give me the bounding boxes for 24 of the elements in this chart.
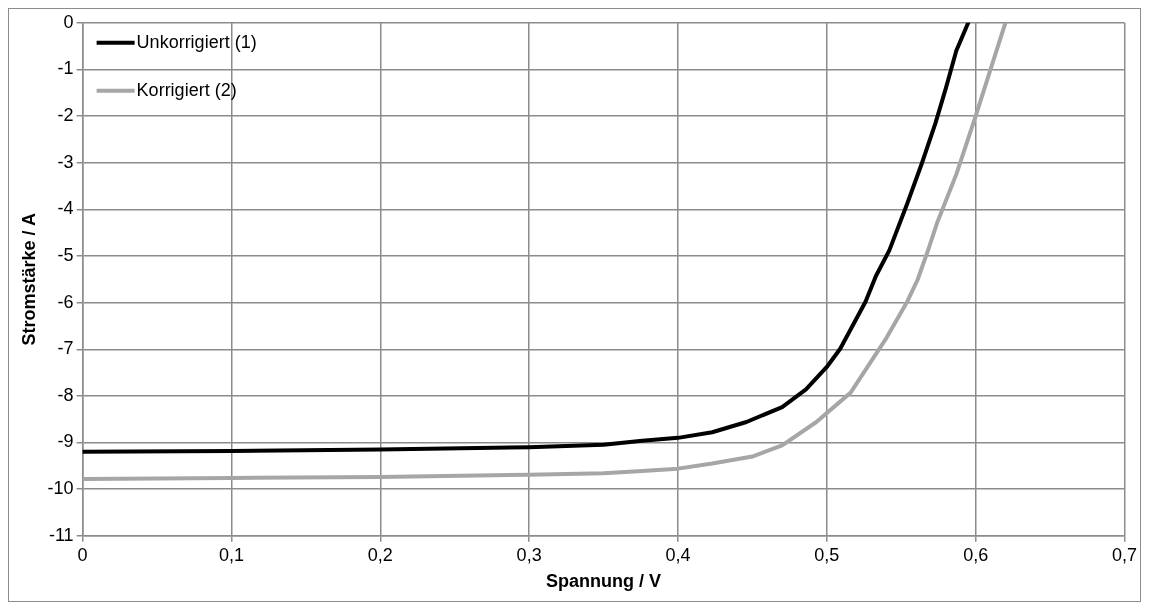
x-tick-label: 0,2	[367, 544, 393, 565]
legend-label: Unkorrigiert (1)	[136, 31, 257, 52]
y-tick-label: -5	[57, 244, 74, 265]
y-tick-label: -8	[57, 384, 74, 405]
y-tick-label: -11	[48, 524, 74, 545]
y-tick-label: -4	[57, 198, 74, 219]
x-axis-title: Spannung / V	[546, 571, 662, 592]
y-tick-label: -10	[47, 478, 74, 499]
y-tick-label: -2	[57, 105, 74, 126]
y-tick-label: -3	[57, 151, 74, 172]
x-tick-label: 0,7	[1111, 544, 1137, 565]
x-tick-label: 0	[77, 544, 88, 565]
x-tick-label: 0,1	[218, 544, 244, 565]
x-tick-label: 0,5	[814, 544, 840, 565]
legend-label: Korrigiert (2)	[136, 79, 237, 100]
y-tick-label: -1	[57, 58, 74, 79]
x-tick-label: 0,3	[516, 544, 542, 565]
y-tick-label: -6	[57, 291, 74, 312]
y-tick-label: -7	[57, 338, 74, 359]
x-tick-label: 0,4	[665, 544, 691, 565]
y-axis-title: Stromstärke / A	[18, 213, 39, 346]
y-tick-label: -9	[57, 431, 74, 452]
y-tick-label: 0	[63, 11, 74, 32]
x-tick-label: 0,6	[963, 544, 989, 565]
